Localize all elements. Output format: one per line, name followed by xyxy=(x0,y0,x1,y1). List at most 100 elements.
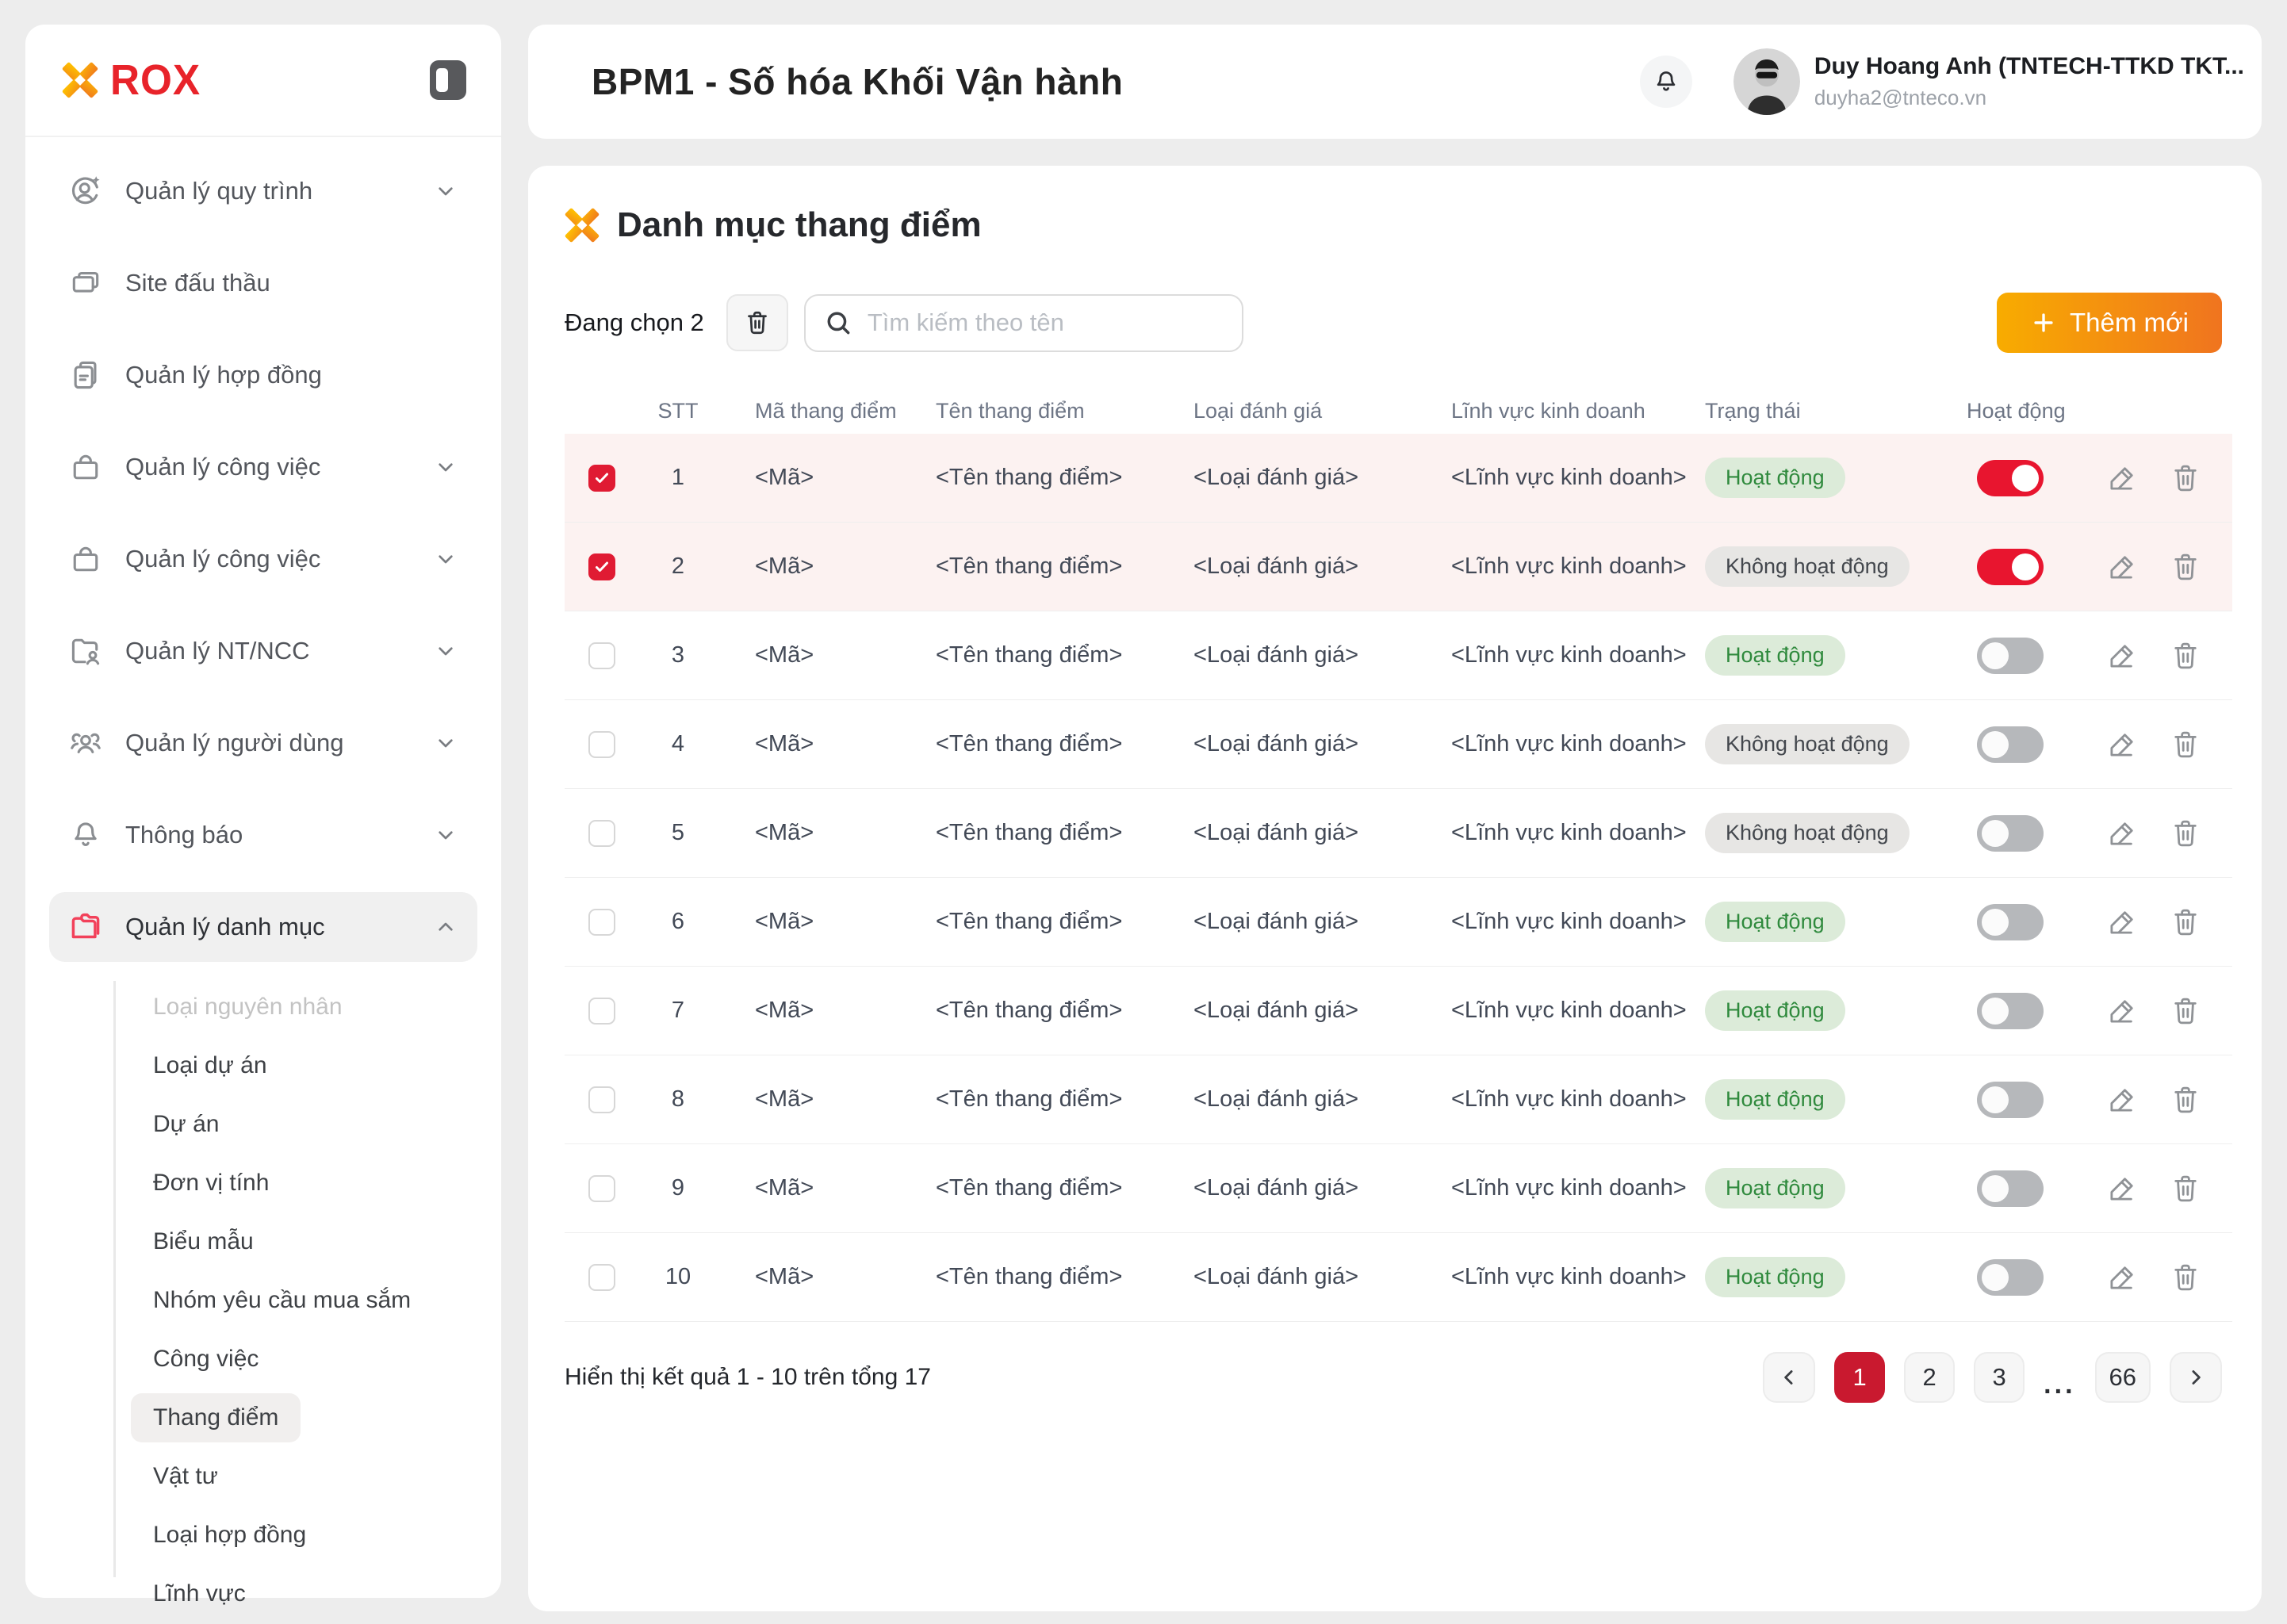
row-checkbox[interactable] xyxy=(588,908,615,936)
row-checkbox[interactable] xyxy=(588,553,615,580)
toggle-knob xyxy=(1982,997,2009,1025)
sidebar-item-quan-ly-cong-viec-2[interactable]: Quản lý công việc xyxy=(49,513,477,605)
submenu-item-bieu-mau[interactable]: Biểu mẫu xyxy=(153,1228,254,1254)
active-toggle[interactable] xyxy=(1977,1170,2044,1207)
row-checkbox[interactable] xyxy=(588,730,615,758)
edit-button[interactable] xyxy=(2105,638,2140,673)
submenu-item-loai-du-an[interactable]: Loại dự án xyxy=(153,1052,267,1078)
delete-button[interactable] xyxy=(2168,816,2203,851)
active-toggle[interactable] xyxy=(1977,903,2044,940)
active-toggle[interactable] xyxy=(1977,992,2044,1029)
sidebar-item-quan-ly-cong-viec-1[interactable]: Quản lý công việc xyxy=(49,421,477,513)
delete-button[interactable] xyxy=(2168,638,2203,673)
cell-name: <Tên thang điểm> xyxy=(936,820,1123,845)
trash-icon xyxy=(2174,642,2197,668)
cell-name: <Tên thang điểm> xyxy=(936,1175,1123,1201)
cell-type: <Loại đánh giá> xyxy=(1193,553,1359,579)
cell-stt: 1 xyxy=(671,465,685,490)
status-badge: Hoạt động xyxy=(1705,1257,1845,1297)
avatar xyxy=(1733,48,1800,115)
table-body: 1 <Mã> <Tên thang điểm> <Loại đánh giá> … xyxy=(565,434,2232,1322)
row-checkbox[interactable] xyxy=(588,464,615,492)
sidebar-item-quan-ly-nt-ncc[interactable]: Quản lý NT/NCC xyxy=(49,605,477,697)
edit-button[interactable] xyxy=(2105,1082,2140,1117)
page-button[interactable]: 3 xyxy=(1974,1352,2025,1403)
trash-icon xyxy=(2174,820,2197,846)
column-header-name: Tên thang điểm xyxy=(936,398,1085,423)
status-badge: Hoạt động xyxy=(1705,458,1845,498)
edit-button[interactable] xyxy=(2105,905,2140,940)
sidebar-item-site-dau-thau[interactable]: Site đấu thầu xyxy=(49,237,477,329)
page-button[interactable]: 66 xyxy=(2094,1352,2151,1403)
sidebar-item-label: Quản lý danh mục xyxy=(125,913,325,940)
search-input[interactable] xyxy=(867,308,1224,337)
active-toggle[interactable] xyxy=(1977,726,2044,763)
active-toggle[interactable] xyxy=(1977,1258,2044,1296)
edit-button[interactable] xyxy=(2105,727,2140,762)
chevron-down-icon xyxy=(439,187,453,196)
search-box xyxy=(803,293,1243,352)
edit-button[interactable] xyxy=(2105,994,2140,1028)
submenu-item-don-vi-tinh[interactable]: Đơn vị tính xyxy=(153,1170,270,1196)
row-checkbox[interactable] xyxy=(588,1174,615,1202)
sidebar-item-quan-ly-danh-muc[interactable]: Quản lý danh mục xyxy=(49,892,477,962)
notifications-button[interactable] xyxy=(1639,56,1692,108)
active-toggle[interactable] xyxy=(1977,548,2044,585)
submenu-item-linh-vuc[interactable]: Lĩnh vực xyxy=(153,1580,246,1607)
rox-logo[interactable]: ROX xyxy=(62,56,203,105)
sidebar-collapse-button[interactable] xyxy=(430,60,466,100)
sidebar-item-quan-ly-hop-dong[interactable]: Quản lý hợp đồng xyxy=(49,329,477,421)
delete-button[interactable] xyxy=(2168,1171,2203,1206)
active-toggle[interactable] xyxy=(1977,637,2044,674)
delete-button[interactable] xyxy=(2168,994,2203,1028)
submenu-item-cong-viec[interactable]: Công việc xyxy=(153,1346,259,1372)
edit-button[interactable] xyxy=(2105,816,2140,851)
edit-button[interactable] xyxy=(2105,461,2140,496)
delete-button[interactable] xyxy=(2168,461,2203,496)
submenu-item-loai-nguyen-nhan[interactable]: Loại nguyên nhân xyxy=(153,994,343,1020)
delete-button[interactable] xyxy=(2168,1082,2203,1117)
cell-name: <Tên thang điểm> xyxy=(936,1264,1123,1289)
submenu-item-du-an[interactable]: Dự án xyxy=(153,1111,220,1137)
active-toggle[interactable] xyxy=(1977,814,2044,852)
sidebar-item-thong-bao[interactable]: Thông báo xyxy=(49,789,477,881)
delete-button[interactable] xyxy=(2168,1260,2203,1295)
page-button[interactable]: 2 xyxy=(1904,1352,1956,1403)
row-checkbox[interactable] xyxy=(588,1263,615,1291)
delete-button[interactable] xyxy=(2168,905,2203,940)
submenu-item-vat-tu[interactable]: Vật tư xyxy=(153,1463,218,1489)
bell-icon xyxy=(1657,71,1676,91)
add-new-button[interactable]: Thêm mới xyxy=(1997,293,2222,353)
submenu-item-nhom-yeu-cau-mua-sam[interactable]: Nhóm yêu cầu mua sắm xyxy=(153,1287,412,1313)
plus-icon xyxy=(2034,313,2053,332)
edit-button[interactable] xyxy=(2105,1171,2140,1206)
bulk-delete-button[interactable] xyxy=(726,294,788,351)
row-checkbox[interactable] xyxy=(588,819,615,847)
page-button[interactable]: 1 xyxy=(1834,1352,1886,1403)
row-checkbox[interactable] xyxy=(588,1086,615,1113)
active-toggle[interactable] xyxy=(1977,1081,2044,1118)
edit-button[interactable] xyxy=(2105,550,2140,584)
submenu-item-thang-diem[interactable]: Thang điểm xyxy=(113,1388,477,1447)
row-checkbox[interactable] xyxy=(588,997,615,1025)
sidebar-item-quan-ly-quy-trinh[interactable]: Quản lý quy trình xyxy=(49,145,477,237)
cell-name: <Tên thang điểm> xyxy=(936,1086,1123,1112)
delete-button[interactable] xyxy=(2168,550,2203,584)
active-toggle[interactable] xyxy=(1977,459,2044,496)
next-page-button[interactable] xyxy=(2170,1352,2222,1403)
column-header-stt: STT xyxy=(657,398,699,423)
cell-code: <Mã> xyxy=(755,1175,814,1201)
sidebar-item-label: Site đấu thầu xyxy=(125,269,270,297)
table-row: 7 <Mã> <Tên thang điểm> <Loại đánh giá> … xyxy=(565,967,2232,1055)
user-menu[interactable]: Duy Hoang Anh (TNTECH-TTKD TKT... duyha2… xyxy=(1733,48,2244,115)
cell-stt: 6 xyxy=(671,909,685,934)
edit-button[interactable] xyxy=(2105,1260,2140,1295)
submenu-item-loai-hop-dong[interactable]: Loại hợp đồng xyxy=(153,1522,307,1548)
delete-button[interactable] xyxy=(2168,727,2203,762)
trash-icon xyxy=(2174,1264,2197,1290)
prev-page-button[interactable] xyxy=(1763,1352,1816,1403)
sidebar-item-quan-ly-nguoi-dung[interactable]: Quản lý người dùng xyxy=(49,697,477,789)
table-row: 9 <Mã> <Tên thang điểm> <Loại đánh giá> … xyxy=(565,1144,2232,1233)
status-badge: Không hoạt động xyxy=(1705,546,1910,587)
row-checkbox[interactable] xyxy=(588,642,615,669)
